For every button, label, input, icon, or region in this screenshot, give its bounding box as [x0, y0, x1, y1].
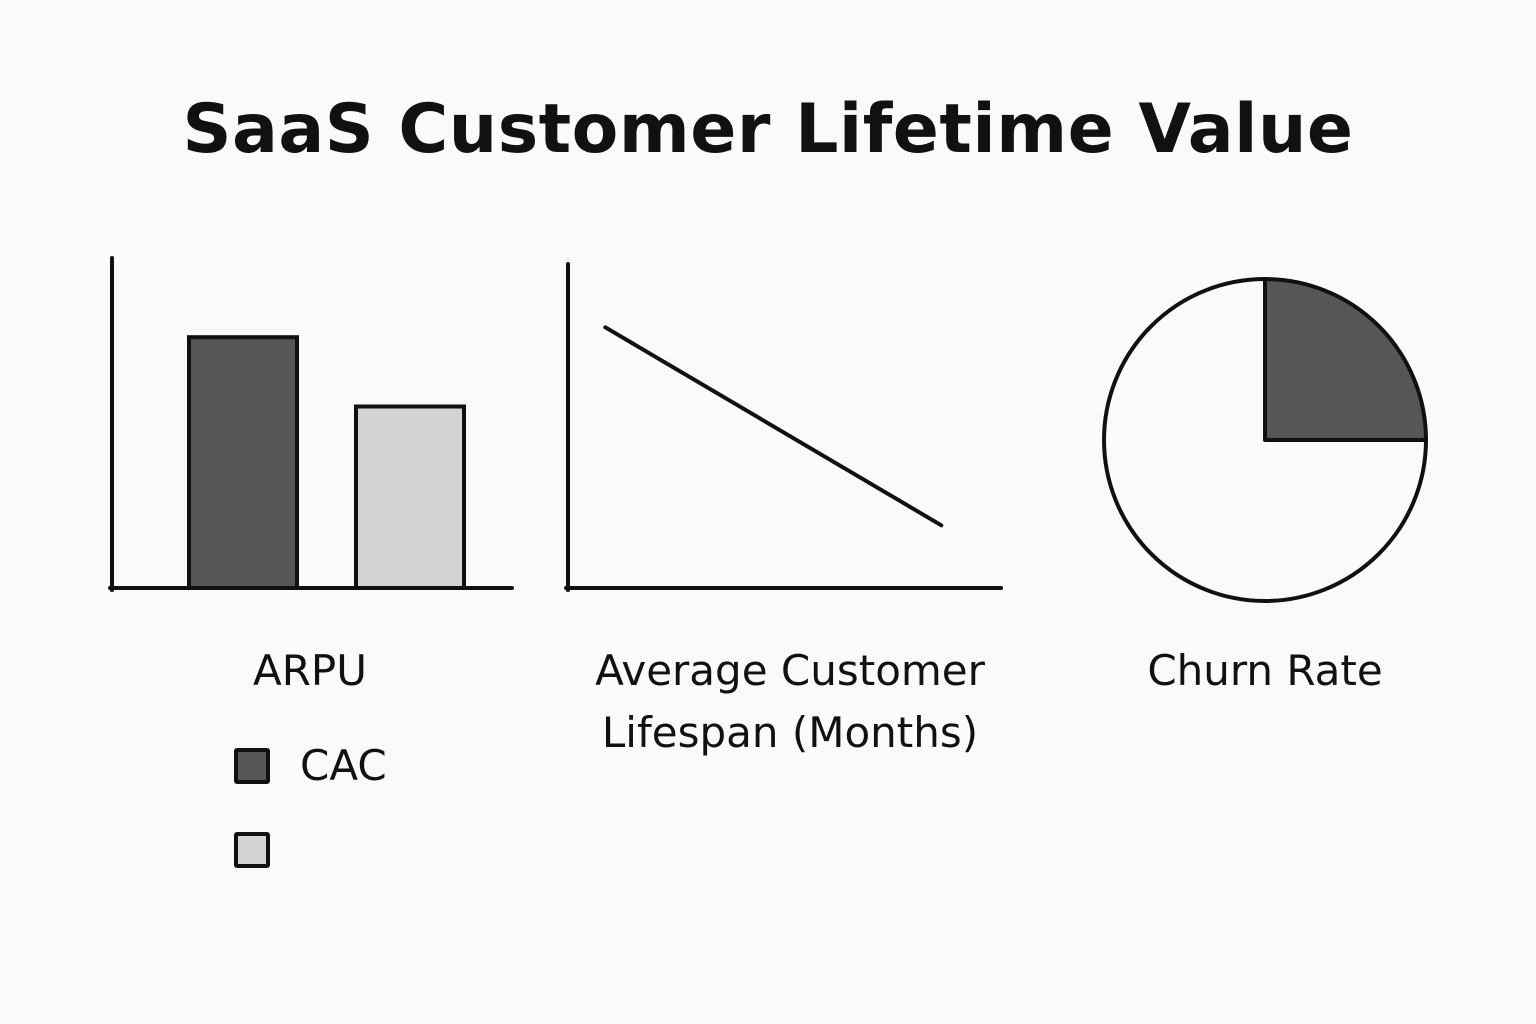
line-chart [564, 262, 1003, 592]
line-chart-label-line-2: Lifespan (Months) [601, 708, 979, 757]
legend-label: CAC [300, 741, 387, 790]
legend-swatch-dark [234, 748, 270, 784]
pie-chart [1102, 277, 1428, 603]
line-chart-label: Average Customer Lifespan (Months) [560, 640, 1020, 764]
bar-chart [108, 256, 514, 592]
bar-chart-label: ARPU [253, 646, 367, 695]
legend-item: CAC [234, 745, 387, 787]
pie-chart-label: Churn Rate [1147, 646, 1383, 695]
line-series [603, 325, 944, 528]
bar-2 [354, 404, 466, 590]
legend: CAC [234, 745, 387, 913]
pie-slice-2 [1102, 277, 1428, 603]
pie-slice-1 [1263, 277, 1428, 442]
line-chart-label-line-1: Average Customer [595, 646, 985, 695]
bar-1 [187, 335, 299, 591]
legend-item [234, 829, 387, 871]
legend-swatch-light [234, 832, 270, 868]
chart-title: SaaS Customer Lifetime Value [182, 90, 1354, 169]
